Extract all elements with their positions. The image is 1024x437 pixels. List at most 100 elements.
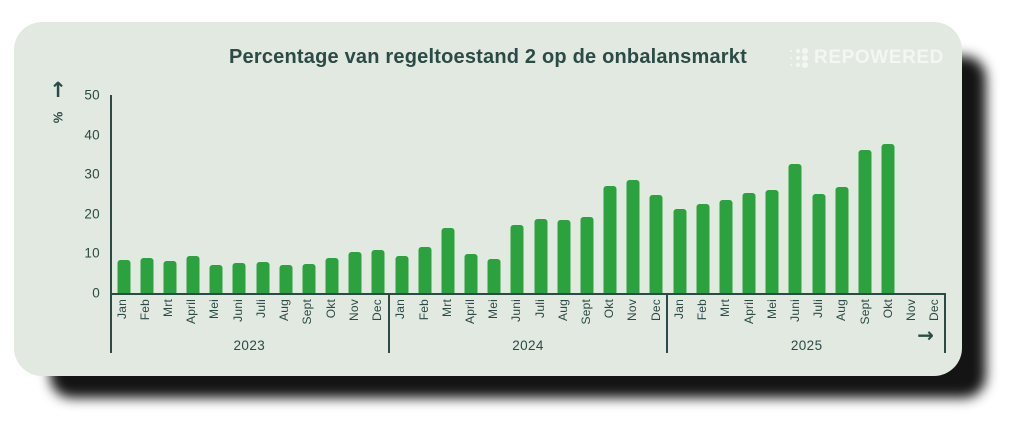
up-arrow-icon: ↑ [49, 78, 67, 102]
bar [788, 163, 802, 293]
bar [557, 220, 571, 293]
bar-slot [228, 95, 251, 293]
logo-dot [802, 62, 808, 68]
bar [765, 189, 779, 293]
month-labels-row: Jan Feb Mrt April Mei Juni Juli Aug Sept Okt Nov De… [667, 295, 946, 338]
month-cell: Dec [644, 295, 667, 338]
month-label: Sept [579, 299, 594, 325]
logo-dot [802, 48, 808, 54]
month-label: Sept [300, 299, 315, 325]
bar [395, 255, 409, 293]
logo-dot [796, 63, 801, 67]
bar [441, 228, 455, 293]
month-cell: Mrt [435, 295, 458, 338]
y-tick-label: 10 [84, 245, 100, 261]
bar [812, 194, 826, 293]
bar [464, 254, 478, 293]
month-cell: Jan [110, 295, 133, 338]
month-cell: Aug [273, 295, 296, 338]
year-divider-line [666, 295, 669, 353]
chart-title: Percentage van regeltoestand 2 op de onb… [229, 46, 747, 68]
year-section-2024 [390, 95, 668, 293]
year-label: 2024 [512, 338, 544, 353]
bar [534, 219, 548, 293]
month-label: Aug [834, 299, 849, 321]
month-label: Feb [416, 299, 431, 321]
bar-slot [297, 95, 320, 293]
month-label: Jan [393, 299, 408, 319]
bar-slot [784, 95, 807, 293]
year-divider-line [110, 295, 112, 353]
month-cell: Juli [807, 295, 830, 338]
bar-slot [853, 95, 876, 293]
bar-slot [923, 95, 946, 293]
bar [209, 264, 223, 293]
year-label-section-2024: Jan Feb Mrt April Mei Juni Juli Aug Sept Okt Nov De… [389, 295, 668, 353]
bar-slot [321, 95, 344, 293]
bar [256, 262, 270, 293]
bar [742, 192, 756, 293]
bar [117, 259, 131, 293]
bar-slot [900, 95, 923, 293]
month-cell: Mei [203, 295, 226, 338]
bar [348, 251, 362, 293]
chart-card: Percentage van regeltoestand 2 op de onb… [14, 22, 962, 376]
month-label: Nov [625, 299, 640, 321]
bar-slot [575, 95, 598, 293]
bar [279, 264, 293, 293]
y-tick-label: 20 [84, 206, 100, 222]
year-divider-line [387, 295, 390, 353]
month-label: Feb [137, 299, 152, 321]
bar-slot [877, 95, 900, 293]
month-label: Juli [532, 299, 547, 318]
month-label: Mei [764, 299, 779, 319]
month-label: Dec [927, 299, 942, 321]
bar-slot [691, 95, 714, 293]
logo-dot [789, 63, 793, 67]
bar-slot [413, 95, 436, 293]
month-label: Juni [788, 299, 803, 322]
bar-slot [344, 95, 367, 293]
bar [835, 187, 849, 293]
month-cell: April [737, 295, 760, 338]
year-section-2025 [668, 95, 946, 293]
repowered-logo: REPOWERED [788, 47, 944, 69]
month-cell: Juli [249, 295, 272, 338]
month-labels-row: Jan Feb Mrt April Mei Juni Juli Aug Sept Okt Nov De… [110, 295, 389, 338]
logo-dot [789, 56, 793, 60]
month-cell: Feb [412, 295, 435, 338]
bar-slot [622, 95, 645, 293]
logo-dot [789, 49, 793, 53]
bar-slot [668, 95, 691, 293]
month-cell: Feb [691, 295, 714, 338]
bar-slot [205, 95, 228, 293]
month-cell: Feb [133, 295, 156, 338]
bar-slot [460, 95, 483, 293]
bar [302, 264, 316, 293]
y-tick-label: 40 [84, 127, 100, 143]
month-cell: Jan [667, 295, 690, 338]
bar-slot [274, 95, 297, 293]
month-cell: Sept [296, 295, 319, 338]
bar-slot [483, 95, 506, 293]
month-label: Aug [555, 299, 570, 321]
month-cell: Dec [365, 295, 388, 338]
month-label: Juni [230, 299, 245, 322]
month-cell: Mrt [714, 295, 737, 338]
month-label: April [462, 299, 477, 325]
bar-slot [761, 95, 784, 293]
bar [580, 217, 594, 293]
bar-slot [599, 95, 622, 293]
bar-slot [390, 95, 413, 293]
month-cell: Mei [760, 295, 783, 338]
bar [626, 180, 640, 293]
bar-slot [552, 95, 575, 293]
bar [603, 186, 617, 293]
month-cell: Nov [621, 295, 644, 338]
bar [232, 263, 246, 293]
month-label: Mrt [161, 299, 176, 317]
year-label-section-2023: Jan Feb Mrt April Mei Juni Juli Aug Sept Okt Nov De… [110, 295, 389, 353]
month-label: Sept [857, 299, 872, 325]
year-divider-line [944, 295, 946, 353]
